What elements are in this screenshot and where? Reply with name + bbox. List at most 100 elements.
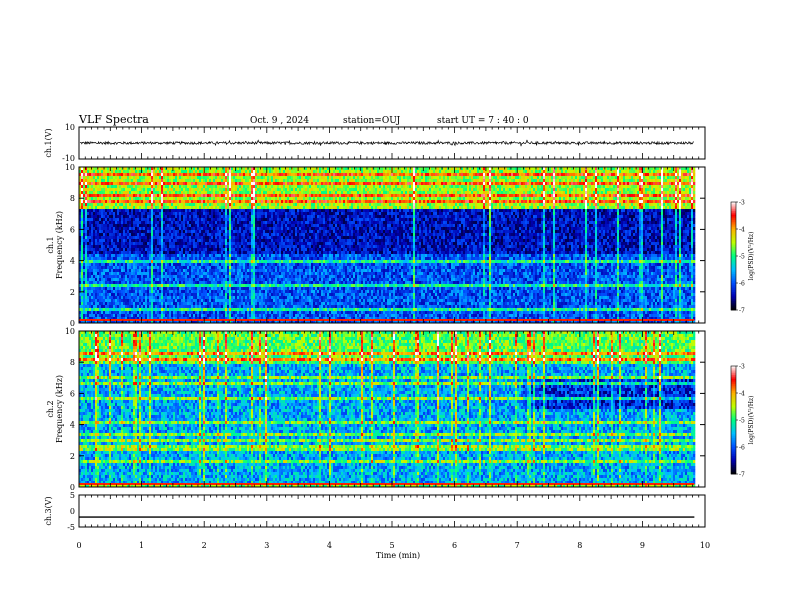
spectrogram-cell — [125, 248, 128, 252]
spectrogram-cell — [185, 179, 188, 183]
spectrogram-cell — [189, 299, 192, 303]
spectrogram-cell — [103, 218, 106, 222]
spectrogram-cell — [197, 245, 200, 249]
spectrogram-cell — [257, 197, 260, 201]
spectrogram-cell — [183, 248, 186, 252]
spectrogram-cell — [223, 311, 226, 315]
spectrogram-cell — [267, 191, 270, 195]
spectrogram-cell — [99, 284, 102, 288]
spectrogram-cell — [259, 182, 262, 186]
spectrogram-cell — [83, 170, 86, 174]
spectrogram-cell — [225, 239, 228, 243]
spectrogram-cell — [175, 242, 178, 246]
spectrogram-cell — [135, 257, 138, 261]
spectrogram-cell — [107, 176, 110, 180]
spectrogram-cell — [161, 275, 164, 279]
spectrogram-cell — [131, 206, 134, 210]
spectrogram-cell — [197, 251, 200, 255]
spectrogram-cell — [129, 209, 132, 213]
spectrogram-cell — [229, 251, 232, 255]
spectrogram-cell — [137, 305, 140, 309]
spectrogram-cell — [157, 275, 160, 279]
spectrogram-cell — [179, 275, 182, 279]
spectrogram-cell — [221, 224, 224, 228]
spectrogram-cell — [99, 275, 102, 279]
spectrogram-cell — [91, 299, 94, 303]
spectrogram-cell — [107, 170, 110, 174]
spectrogram-cell — [209, 308, 212, 312]
spectrogram-cell — [105, 230, 108, 234]
spectrogram-cell — [263, 209, 266, 213]
spectrogram-cell — [227, 221, 230, 225]
spectrogram-cell — [259, 266, 262, 270]
spectrogram-cell — [109, 218, 112, 222]
spectrogram-cell — [181, 299, 184, 303]
spectrogram-cell — [111, 275, 114, 279]
spectrogram-cell — [235, 191, 238, 195]
spectrogram-cell — [249, 185, 252, 189]
spectrogram-cell — [133, 281, 136, 285]
spectrogram-cell — [151, 224, 154, 228]
spectrogram-cell — [131, 308, 134, 312]
spectrogram-cell — [255, 212, 258, 216]
spectrogram-cell — [117, 167, 120, 171]
spectrogram-cell — [185, 248, 188, 252]
spectrogram-cell — [197, 317, 200, 321]
spectrogram-cell — [245, 287, 248, 291]
spectrogram-cell — [133, 200, 136, 204]
spectrogram-cell — [205, 278, 208, 282]
spectrogram-cell — [171, 176, 174, 180]
spectrogram-cell — [175, 269, 178, 273]
spectrogram-cell — [89, 287, 92, 291]
spectrogram-cell — [137, 278, 140, 282]
spectrogram-cell — [85, 248, 88, 252]
spectrogram-cell — [265, 179, 268, 183]
spectrogram-cell — [229, 266, 232, 270]
spectrogram-cell — [125, 167, 128, 171]
spectrogram-cell — [127, 284, 130, 288]
spectrogram-cell — [121, 281, 124, 285]
spectrogram-cell — [229, 302, 232, 306]
spectrogram-cell — [105, 302, 108, 306]
spectrogram-cell — [157, 254, 160, 258]
spectrogram-cell — [233, 275, 236, 279]
spectrogram-cell — [165, 215, 168, 219]
spectrogram-cell — [131, 230, 134, 234]
spectrogram-cell — [241, 203, 244, 207]
spectrogram-cell — [141, 227, 144, 231]
spectrogram-cell — [213, 197, 216, 201]
spectrogram-cell — [213, 287, 216, 291]
spectrogram-cell — [143, 296, 146, 300]
spectrogram-cell — [197, 230, 200, 234]
spectrogram-cell — [237, 173, 240, 177]
spectrogram-cell — [247, 215, 250, 219]
spectrogram-cell — [187, 314, 190, 318]
spectrogram-cell — [151, 215, 154, 219]
spectrogram-cell — [171, 311, 174, 315]
spectrogram-cell — [125, 320, 128, 324]
spectrogram-cell — [223, 266, 226, 270]
spectrogram-cell — [247, 188, 250, 192]
spectrogram-cell — [185, 302, 188, 306]
spectrogram-cell — [195, 239, 198, 243]
spectrogram-cell — [255, 236, 258, 240]
spectrogram-cell — [107, 266, 110, 270]
spectrogram-cell — [215, 209, 218, 213]
spectrogram-cell — [163, 317, 166, 321]
spectrogram-cell — [193, 233, 196, 237]
spectrogram-cell — [193, 317, 196, 321]
spectrogram-cell — [229, 182, 232, 186]
spectrogram-cell — [209, 173, 212, 177]
spectrogram-cell — [227, 308, 230, 312]
spectrogram-cell — [237, 314, 240, 318]
spectrogram-cell — [213, 257, 216, 261]
spectrogram-cell — [211, 284, 214, 288]
spectrogram-cell — [211, 263, 214, 267]
spectrogram-cell — [101, 176, 104, 180]
spectrogram-cell — [109, 308, 112, 312]
spectrogram-cell — [215, 314, 218, 318]
spectrogram-cell — [255, 320, 258, 324]
spectrogram-cell — [183, 191, 186, 195]
spectrogram-cell — [169, 314, 172, 318]
spectrogram-cell — [193, 215, 196, 219]
